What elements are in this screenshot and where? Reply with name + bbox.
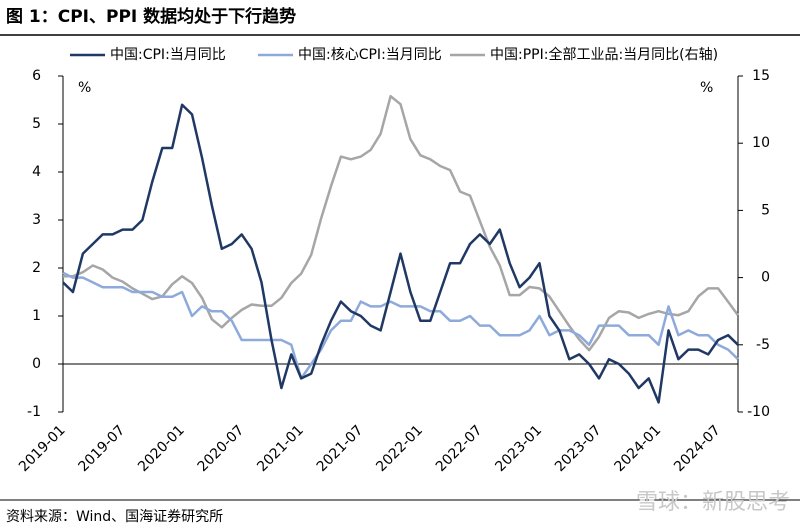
x-tick-label: 2023-01 <box>492 422 545 475</box>
x-tick-label: 2024-01 <box>612 422 665 475</box>
y2-tick-label: 15 <box>752 68 770 84</box>
y-axis-label: % <box>78 80 91 96</box>
y-tick-label: 6 <box>32 68 41 84</box>
x-tick-label: 2024-07 <box>671 422 724 475</box>
y-tick-label: 0 <box>32 356 41 372</box>
x-tick-label: 2021-01 <box>254 422 307 475</box>
y2-tick-label: -5 <box>756 337 770 353</box>
legend-label: 中国:CPI:当月同比 <box>110 47 226 63</box>
y-tick-label: 5 <box>32 116 41 132</box>
x-tick-label: 2019-01 <box>16 422 69 475</box>
x-tick-label: 2019-07 <box>76 422 129 475</box>
x-tick-label: 2022-01 <box>373 422 426 475</box>
y-tick-label: 1 <box>32 308 41 324</box>
x-tick-label: 2023-07 <box>552 422 605 475</box>
series-line <box>63 94 740 352</box>
watermark: 雪球：新股思考 <box>636 490 790 515</box>
y-tick-label: 4 <box>32 164 41 180</box>
series-line <box>62 103 739 404</box>
y2-axis-label: % <box>700 80 713 96</box>
source: 资料来源：Wind、国海证券研究所 <box>6 509 223 525</box>
y2-tick-label: 10 <box>752 135 770 151</box>
series-line <box>62 271 739 380</box>
y2-tick-label: 0 <box>761 270 770 286</box>
y-tick-label: 3 <box>32 212 41 228</box>
x-tick-label: 2020-07 <box>195 422 248 475</box>
legend-label: 中国:核心CPI:当月同比 <box>298 47 442 63</box>
y2-tick-label: -10 <box>747 404 770 420</box>
chart-title: 图 1：CPI、PPI 数据均处于下行趋势 <box>6 6 296 27</box>
legend-label: 中国:PPI:全部工业品:当月同比(右轴) <box>490 46 718 63</box>
x-tick-label: 2022-07 <box>433 422 486 475</box>
x-tick-label: 2020-01 <box>135 422 188 475</box>
y2-tick-label: 5 <box>761 202 770 218</box>
y-tick-label: -1 <box>27 404 41 420</box>
x-tick-label: 2021-07 <box>314 422 367 475</box>
y-tick-label: 2 <box>32 260 41 276</box>
